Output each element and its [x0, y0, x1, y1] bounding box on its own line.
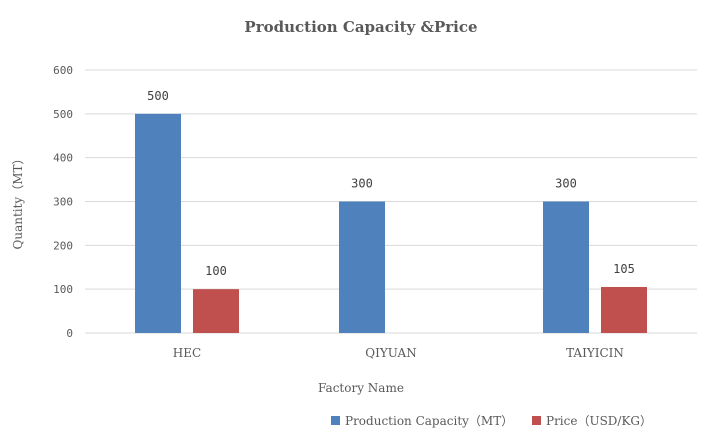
- x-axis-title: Factory Name: [318, 381, 404, 395]
- y-axis-title: Quantity（MT）: [11, 152, 25, 249]
- bar-price: [193, 289, 239, 333]
- y-tick-label: 0: [66, 327, 73, 340]
- data-label: 500: [147, 89, 169, 103]
- x-tick-label: HEC: [173, 346, 201, 360]
- legend-swatch: [331, 416, 340, 425]
- y-tick-label: 500: [53, 108, 73, 121]
- legend-label: Price（USD/KG）: [546, 414, 652, 428]
- x-tick-label: QIYUAN: [365, 346, 416, 360]
- bar-capacity: [339, 201, 385, 333]
- legend-label: Production Capacity（MT）: [345, 414, 513, 428]
- bar-capacity: [543, 201, 589, 333]
- y-tick-label: 300: [53, 196, 73, 209]
- bar-capacity: [135, 113, 181, 333]
- x-tick-label: TAIYICIN: [566, 346, 624, 360]
- y-tick-label: 400: [53, 152, 73, 165]
- chart-title: Production Capacity &Price: [244, 18, 477, 36]
- data-label: 300: [351, 177, 373, 191]
- data-label: 100: [205, 264, 227, 278]
- y-tick-label: 600: [53, 64, 73, 77]
- y-tick-label: 200: [53, 239, 73, 252]
- y-tick-label: 100: [53, 283, 73, 296]
- data-label: 105: [613, 262, 635, 276]
- legend-swatch: [532, 416, 541, 425]
- data-label: 300: [555, 177, 577, 191]
- bar-price: [601, 286, 647, 333]
